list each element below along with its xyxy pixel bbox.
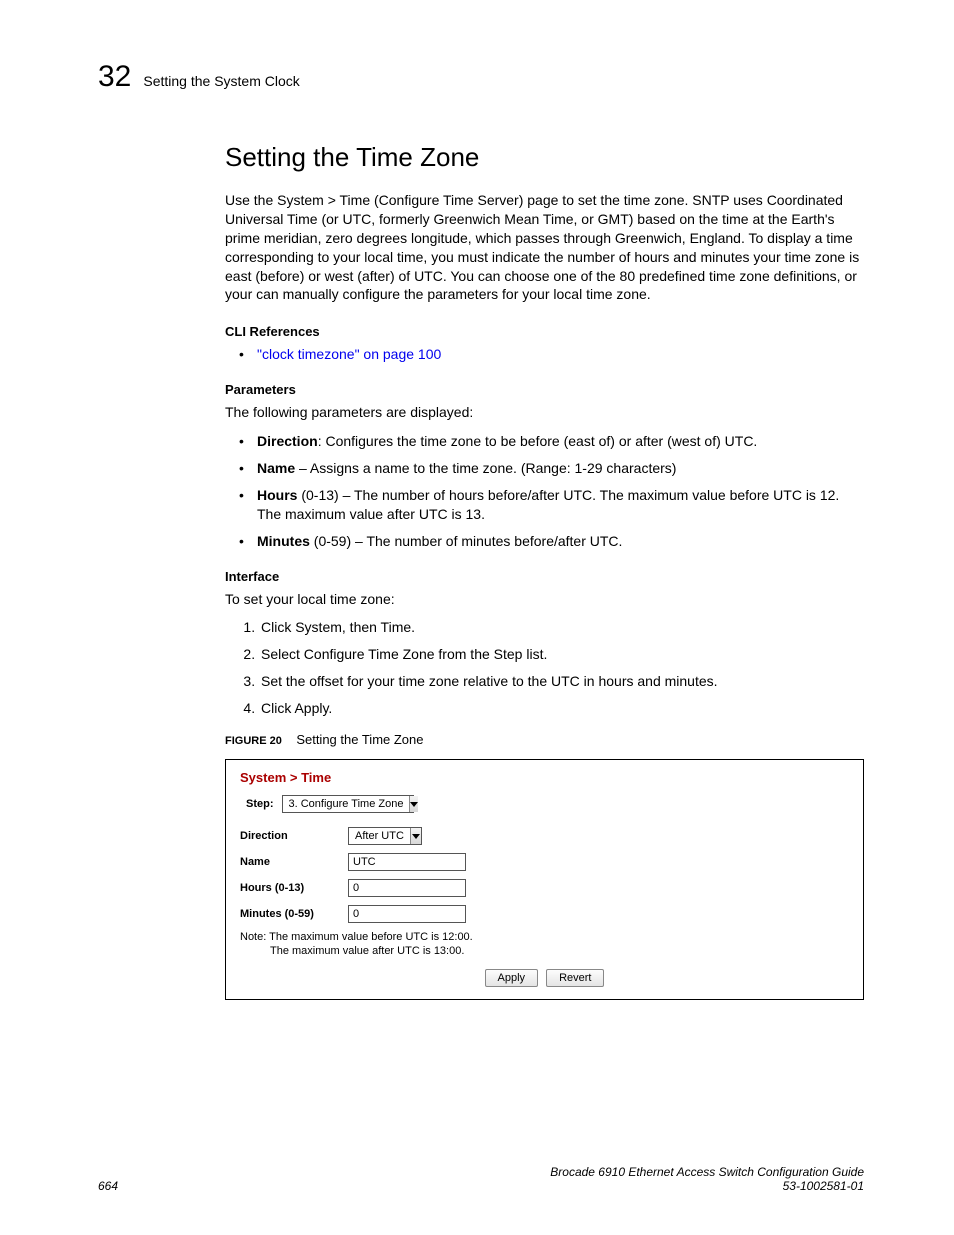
- section-title: Setting the Time Zone: [225, 142, 864, 173]
- cli-reference-link[interactable]: "clock timezone" on page 100: [257, 346, 441, 362]
- param-term: Minutes: [257, 533, 310, 549]
- footer-doc-title: Brocade 6910 Ethernet Access Switch Conf…: [550, 1165, 864, 1179]
- note-line-1: Note: The maximum value before UTC is 12…: [240, 931, 849, 943]
- intro-paragraph: Use the System > Time (Configure Time Se…: [225, 191, 864, 304]
- figure-label: FIGURE 20: [225, 735, 282, 747]
- parameters-heading: Parameters: [225, 382, 864, 397]
- direction-row: Direction After UTC: [240, 827, 849, 845]
- footer-right: Brocade 6910 Ethernet Access Switch Conf…: [550, 1165, 864, 1193]
- page-footer: 664 Brocade 6910 Ethernet Access Switch …: [98, 1165, 864, 1193]
- direction-label: Direction: [240, 830, 348, 842]
- parameters-lead: The following parameters are displayed:: [225, 403, 864, 422]
- param-desc: (0-13) – The number of hours before/afte…: [257, 487, 839, 522]
- apply-button[interactable]: Apply: [485, 969, 539, 987]
- direction-value: After UTC: [349, 830, 410, 842]
- page-header: 32 Setting the System Clock: [98, 60, 864, 94]
- minutes-label: Minutes (0-59): [240, 908, 348, 920]
- step-item: Select Configure Time Zone from the Step…: [259, 645, 864, 664]
- param-desc: : Configures the time zone to be before …: [318, 433, 758, 449]
- param-direction: Direction: Configures the time zone to b…: [243, 432, 864, 451]
- cli-references-heading: CLI References: [225, 324, 864, 339]
- step-item: Set the offset for your time zone relati…: [259, 672, 864, 691]
- param-desc: (0-59) – The number of minutes before/af…: [310, 533, 623, 549]
- param-desc: – Assigns a name to the time zone. (Rang…: [295, 460, 676, 476]
- param-term: Hours: [257, 487, 297, 503]
- button-row: Apply Revert: [240, 969, 849, 987]
- param-hours: Hours (0-13) – The number of hours befor…: [243, 486, 864, 524]
- cli-references-list: "clock timezone" on page 100: [225, 345, 864, 364]
- parameters-list: Direction: Configures the time zone to b…: [225, 432, 864, 550]
- hours-label: Hours (0-13): [240, 882, 348, 894]
- figure-title: Setting the Time Zone: [296, 732, 423, 747]
- direction-select[interactable]: After UTC: [348, 827, 422, 845]
- step-select[interactable]: 3. Configure Time Zone: [282, 795, 414, 813]
- footer-doc-number: 53-1002581-01: [550, 1179, 864, 1193]
- name-label: Name: [240, 856, 348, 868]
- chapter-number: 32: [98, 60, 131, 94]
- chevron-down-icon: [409, 796, 418, 812]
- breadcrumb: System > Time: [240, 770, 849, 785]
- step-select-value: 3. Configure Time Zone: [283, 798, 410, 810]
- note-line-2: The maximum value after UTC is 13:00.: [270, 945, 849, 957]
- step-label: Step:: [246, 798, 274, 810]
- param-minutes: Minutes (0-59) – The number of minutes b…: [243, 532, 864, 551]
- name-input[interactable]: UTC: [348, 853, 466, 871]
- main-content: Setting the Time Zone Use the System > T…: [225, 142, 864, 1000]
- interface-heading: Interface: [225, 569, 864, 584]
- param-name: Name – Assigns a name to the time zone. …: [243, 459, 864, 478]
- hours-input[interactable]: 0: [348, 879, 466, 897]
- param-term: Direction: [257, 433, 318, 449]
- page-number: 664: [98, 1179, 118, 1193]
- param-term: Name: [257, 460, 295, 476]
- interface-steps: Click System, then Time. Select Configur…: [225, 618, 864, 718]
- figure-caption: FIGURE 20 Setting the Time Zone: [225, 732, 864, 747]
- figure-screenshot: System > Time Step: 3. Configure Time Zo…: [225, 759, 864, 1000]
- chapter-title: Setting the System Clock: [143, 73, 299, 89]
- hours-row: Hours (0-13) 0: [240, 879, 849, 897]
- revert-button[interactable]: Revert: [546, 969, 604, 987]
- minutes-input[interactable]: 0: [348, 905, 466, 923]
- name-row: Name UTC: [240, 853, 849, 871]
- step-item: Click Apply.: [259, 699, 864, 718]
- minutes-row: Minutes (0-59) 0: [240, 905, 849, 923]
- cli-reference-item: "clock timezone" on page 100: [243, 345, 864, 364]
- step-row: Step: 3. Configure Time Zone: [246, 795, 849, 813]
- interface-lead: To set your local time zone:: [225, 590, 864, 609]
- chevron-down-icon: [410, 828, 421, 844]
- step-item: Click System, then Time.: [259, 618, 864, 637]
